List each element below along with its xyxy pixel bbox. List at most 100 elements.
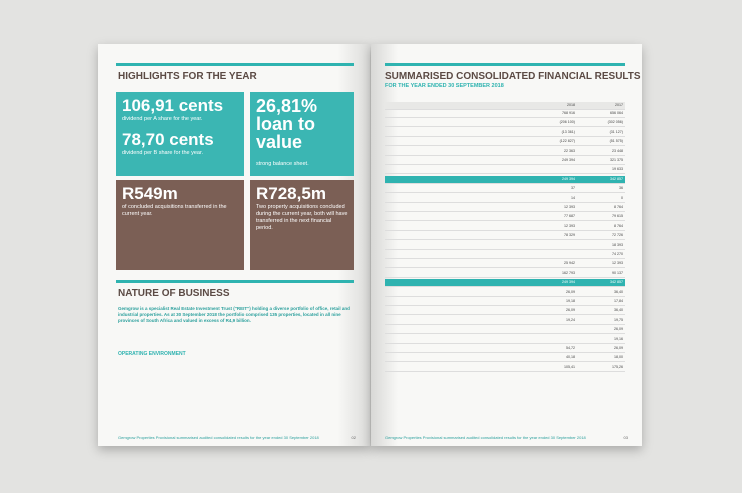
caption: of concluded acquisitions transferred in… — [122, 204, 227, 217]
column-header: 2018 — [567, 103, 575, 107]
table-row: 78 329 72 726 — [385, 232, 625, 241]
table-row: 19 633 — [385, 166, 625, 175]
table-row: 19,16 — [385, 336, 625, 344]
cell: 36,40 — [614, 289, 623, 294]
cell: 14 — [571, 195, 575, 200]
table-row: 105,41 175,26 — [385, 364, 625, 372]
table-row: 14 0 — [385, 195, 625, 203]
cell: 78 329 — [564, 233, 575, 238]
table-row: 26,09 36,40 — [385, 289, 625, 297]
footer: Gemgrow Properties Provisional summarise… — [385, 435, 586, 440]
table-row: 249 394 342 857 — [385, 279, 625, 288]
page-number: 03 — [623, 435, 628, 440]
cell: 249 394 — [562, 176, 575, 181]
cell: 19,16 — [614, 336, 623, 341]
caption: Two property acquisitions concluded duri… — [256, 204, 348, 231]
table-row: 25 942 12 393 — [385, 260, 625, 269]
tile: 106,91 cents dividend per A share for the… — [116, 92, 244, 176]
caption: strong balance sheet. — [256, 161, 309, 167]
value: 106,91 cents — [122, 96, 224, 115]
table-row: 26,09 36,40 — [385, 307, 625, 316]
table-row: 26,09 — [385, 326, 625, 335]
table-row: 19,24 19,75 — [385, 317, 625, 325]
cell: (31 127) — [609, 129, 623, 134]
table-row: 768 916 656 064 — [385, 110, 625, 118]
table-row: 54,72 26,09 — [385, 345, 625, 353]
value: R728,5m — [256, 184, 326, 203]
cell: 18 393 — [612, 242, 623, 247]
table-row: 40,18 18,00 — [385, 354, 625, 363]
cell: 37 — [571, 186, 575, 191]
column-header: 2017 — [615, 103, 623, 107]
table-row: (206 100) (302 056) — [385, 119, 625, 128]
cell: 26,09 — [614, 327, 623, 332]
rule — [385, 63, 625, 66]
cell: (206 100) — [559, 120, 575, 125]
cell: 36,40 — [614, 308, 623, 313]
cell: 54,72 — [566, 346, 575, 350]
table-row: 22 363 23 448 — [385, 148, 625, 156]
cell: 23 448 — [612, 148, 623, 153]
cell: 19 633 — [612, 167, 623, 172]
cell: 12 393 — [564, 223, 575, 228]
cell: 8 764 — [614, 205, 623, 209]
table-row: (13 361) (31 127) — [385, 129, 625, 137]
cell: 249 394 — [562, 158, 575, 162]
title: SUMMARISED CONSOLIDATED FINANCIAL RESULT… — [385, 71, 641, 82]
cell: 105,41 — [564, 364, 575, 369]
cell: (51 575) — [609, 139, 623, 144]
rule — [116, 280, 354, 283]
table-row: 162 793 90 137 — [385, 270, 625, 278]
cell: 36 — [619, 186, 623, 191]
cell: 8 764 — [614, 223, 623, 228]
cell: 19,75 — [614, 317, 623, 322]
footer: Gemgrow Properties Provisional summarise… — [118, 435, 319, 440]
cell: 90 137 — [612, 270, 623, 275]
intro: Gemgrow is a specialist Real Estate Inve… — [118, 306, 350, 323]
cell: 249 394 — [562, 280, 575, 285]
cell: 656 064 — [610, 111, 623, 115]
title: HIGHLIGHTS FOR THE YEAR — [118, 71, 257, 82]
cell: 22 363 — [564, 148, 575, 153]
section-title: NATURE OF BUSINESS — [118, 288, 230, 299]
cell: 74 270 — [612, 252, 623, 256]
table-row: 77 687 79 615 — [385, 213, 625, 222]
table-row: 12 393 8 764 — [385, 204, 625, 212]
cell: 342 857 — [610, 176, 623, 181]
cell: 79 615 — [612, 214, 623, 219]
cell: (302 056) — [607, 120, 623, 125]
rule — [116, 63, 354, 66]
value: 78,70 cents — [122, 130, 214, 149]
cell: 26,09 — [614, 346, 623, 350]
cell: 19,24 — [566, 317, 575, 322]
table-row: (122 827) (51 575) — [385, 138, 625, 147]
cell: 175,26 — [612, 364, 623, 369]
table-row: 19,18 17,84 — [385, 298, 625, 306]
cell: 72 726 — [612, 233, 623, 238]
cell: 0 — [621, 195, 623, 200]
right-page: SUMMARISED CONSOLIDATED FINANCIAL RESULT… — [371, 44, 642, 446]
table-row: 12 393 8 764 — [385, 223, 625, 231]
subtitle: FOR THE YEAR ENDED 30 SEPTEMBER 2018 — [385, 83, 504, 89]
cell: 12 393 — [564, 205, 575, 209]
cell: 342 857 — [610, 280, 623, 285]
cell: 25 942 — [564, 261, 575, 266]
cell: 77 687 — [564, 214, 575, 219]
cell: 12 393 — [612, 261, 623, 266]
cell: 26,09 — [566, 289, 575, 294]
caption: dividend per B share for the year. — [122, 150, 204, 156]
table-row: 18 393 — [385, 242, 625, 250]
cell: 17,84 — [614, 299, 623, 303]
cell: 40,18 — [566, 355, 575, 360]
cell: 162 793 — [562, 270, 575, 275]
cell: 18,00 — [614, 355, 623, 360]
value: R549m — [122, 184, 178, 203]
tile: R728,5m Two property acquisitions conclud… — [250, 180, 354, 270]
tile: 26,81% loan to value strong balance sheet… — [250, 92, 354, 176]
tile: R549m of concluded acquisitions transferr… — [116, 180, 244, 270]
table-header: 2018 2017 — [385, 102, 625, 110]
table-row: 74 270 — [385, 251, 625, 259]
subsection-title: OPERATING ENVIRONMENT — [118, 351, 186, 357]
cell: 321 375 — [610, 158, 623, 162]
left-page: HIGHLIGHTS FOR THE YEAR 106,91 cents divi… — [98, 44, 370, 446]
